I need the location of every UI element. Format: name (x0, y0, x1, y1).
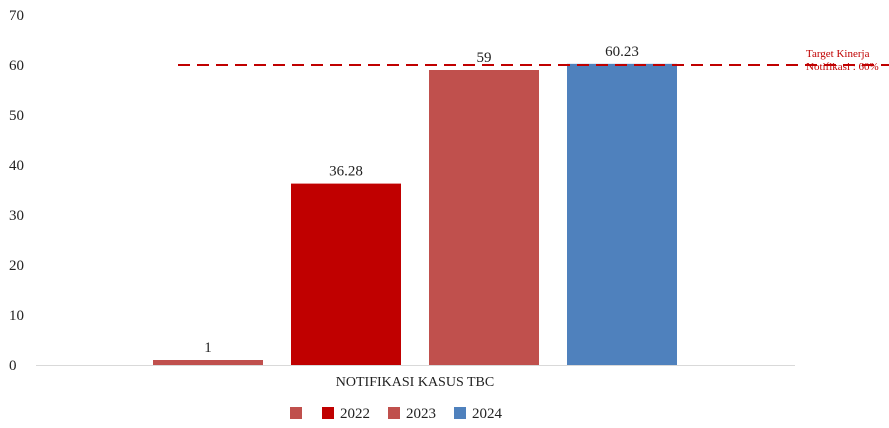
data-label: 60.23 (605, 44, 639, 60)
data-label: 36.28 (329, 164, 363, 180)
legend-label: 2022 (340, 406, 370, 422)
category-label: NOTIFIKASI KASUS TBC (336, 375, 494, 390)
y-tick-label: 70 (9, 8, 24, 24)
legend-swatch (388, 407, 400, 419)
legend-label: 2024 (472, 406, 503, 422)
legend-swatch (454, 407, 466, 419)
y-tick-label: 50 (9, 108, 24, 124)
target-label-line2: Notifikasi : 60% (806, 61, 879, 73)
y-tick-label: 40 (9, 158, 24, 174)
bar-unnamed (153, 360, 263, 365)
y-tick-label: 60 (9, 58, 24, 74)
y-tick-label: 0 (9, 358, 17, 374)
bar-2023 (429, 70, 539, 365)
target-label-line1: Target Kinerja (806, 48, 870, 60)
y-tick-label: 10 (9, 308, 24, 324)
data-label: 59 (477, 50, 492, 66)
y-tick-label: 30 (9, 208, 24, 224)
legend: 2022 2023 2024 (290, 406, 503, 422)
legend-swatch (322, 407, 334, 419)
bar-2024 (567, 63, 677, 365)
data-label: 1 (204, 340, 212, 356)
legend-label: 2023 (406, 406, 436, 422)
y-axis: 0 10 20 30 40 50 60 70 NOTIFIKASI KASUS TBC (9, 8, 795, 390)
bars (153, 63, 677, 365)
data-labels: 1 36.28 59 60.23 (204, 44, 639, 356)
y-tick-label: 20 (9, 258, 24, 274)
legend-swatch (290, 407, 302, 419)
bar-2022 (291, 183, 401, 365)
